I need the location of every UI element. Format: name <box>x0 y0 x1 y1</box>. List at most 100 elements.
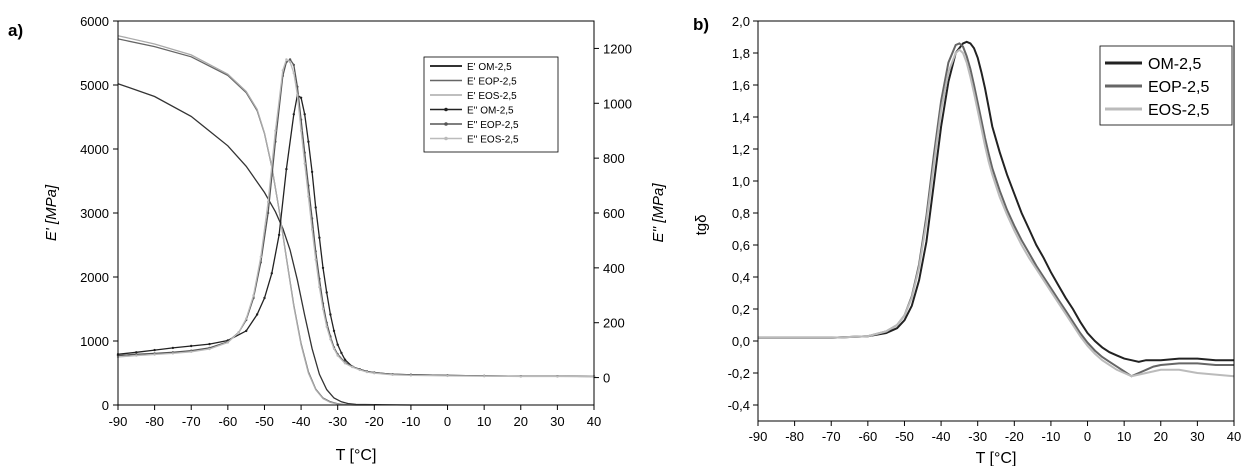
panel-a-series-3-point <box>285 167 288 171</box>
panel-a-series-5-point <box>274 129 277 132</box>
panel-b-ytick-label: 2,0 <box>732 14 750 29</box>
panel-a-series-3-point <box>336 343 339 346</box>
panel-a-series-3-point <box>135 351 138 354</box>
panel-a-legend-marker <box>444 136 448 141</box>
panel-b-legend: OM-2,5 EOP-2,5 EOS-2,5 <box>1099 45 1233 126</box>
panel-a-xtick-label: -80 <box>145 414 164 429</box>
panel-a-series-3-point <box>255 313 259 316</box>
panel-a-legend-label: E' EOP-2,5 <box>467 77 517 88</box>
panel-a-ytick-left-label: 1000 <box>80 334 109 349</box>
panel-b-ytick-label: 0,0 <box>732 334 750 349</box>
panel-b-series-2 <box>758 48 1235 378</box>
panel-a-series-3-point <box>277 233 281 237</box>
panel-a-series-5-point <box>519 375 522 378</box>
panel-b-xtick-label: -50 <box>895 429 914 444</box>
panel-b-xtick-label: 10 <box>1117 429 1131 444</box>
panel-a-xlabel: T [°C] <box>336 447 377 464</box>
panel-a-series-5-point <box>336 354 339 357</box>
panel-a-ytick-right-label: 1200 <box>603 41 632 56</box>
panel-a-ytick-left-label: 5000 <box>80 78 109 93</box>
panel-a-series-5-point <box>321 307 325 311</box>
panel-a-xtick-label: -50 <box>255 414 274 429</box>
panel-a-xtick-label: -40 <box>292 414 311 429</box>
panel-a-series-3-point <box>303 113 306 116</box>
panel-a-legend-label: E'' OM-2,5 <box>467 106 514 117</box>
panel-b-ytick-label: 1,2 <box>732 142 750 157</box>
panel-a-series-3-point <box>332 329 336 333</box>
panel-a-series-3-point <box>171 346 175 350</box>
panel-a-series-5-point <box>365 370 369 374</box>
panel-a-legend-label: E' OM-2,5 <box>467 62 512 73</box>
panel-a-legend-label: E' EOS-2,5 <box>467 91 517 102</box>
panel-a-series-5-point <box>252 294 255 297</box>
panel-b-legend-label: OM-2,5 <box>1148 56 1201 73</box>
panel-b-xtick-label: -30 <box>968 429 987 444</box>
panel-b-xtick-label: -20 <box>1005 429 1024 444</box>
panel-b-xlabel: T [°C] <box>976 450 1017 466</box>
panel-a-xtick-label: 40 <box>587 414 601 429</box>
panel-a-series-5-point <box>208 347 211 351</box>
panel-a-xtick-label: -20 <box>365 414 384 429</box>
panel-a-ytick-right-label: 600 <box>603 206 625 221</box>
panel-a-series-5-point <box>446 374 449 378</box>
panel-a-series-5-point <box>226 341 229 344</box>
panel-b-xtick-label: -70 <box>822 429 841 444</box>
panel-a-series-3-point <box>325 291 328 294</box>
panel-a-ytick-right-label: 400 <box>603 261 625 276</box>
panel-a-legend-label: E'' EOS-2,5 <box>467 135 519 146</box>
panel-a-series-5-point <box>266 200 270 204</box>
panel-a-xtick-label: -60 <box>218 414 237 429</box>
panel-a-ytick-right-label: 800 <box>603 151 625 166</box>
panel-a-xtick-label: 20 <box>514 414 528 429</box>
panel-a-legend: E' OM-2,5 E' EOP-2,5 E' EOS-2,5 E'' OM-2,5 E… <box>423 56 559 153</box>
panel-b-ytick-label: -0,4 <box>728 398 750 413</box>
panel-a-series-5-point <box>153 353 156 356</box>
panel-a-series-5-point <box>373 372 376 375</box>
panel-a-series-5-point <box>325 325 328 328</box>
panel-b-xtick-label: 40 <box>1227 429 1241 444</box>
panel-a-series-3-point <box>292 113 295 116</box>
panel-b-xtick-label: 20 <box>1154 429 1168 444</box>
panel-a-series-5-point <box>483 375 486 378</box>
panel-a-legend-marker <box>444 107 448 112</box>
panel-a-series-3-point <box>245 329 248 333</box>
panel-b-ylabel: tgδ <box>693 215 710 236</box>
panel-b-xtick-label: -60 <box>858 429 877 444</box>
panel-a-series-5-point <box>237 331 240 334</box>
panel-a-legend-box <box>423 56 559 153</box>
panel-a-series-3-point <box>307 140 310 143</box>
panel-b-xtick-label: -90 <box>749 429 768 444</box>
panel-a-label: a) <box>8 21 23 40</box>
panel-b-ytick-label: 0,2 <box>732 302 750 317</box>
panel-a-series-3-point <box>321 266 325 270</box>
panel-a-ytick-right-label: 1000 <box>603 96 632 111</box>
panel-b-ytick-label: 0,6 <box>732 238 750 253</box>
panel-b-xtick-label: 30 <box>1190 429 1204 444</box>
panel-a-xtick-label: 10 <box>477 414 491 429</box>
panel-a-series-5-point <box>332 347 336 350</box>
panel-a-xtick-label: -10 <box>402 414 421 429</box>
panel-a-series-5-point <box>358 368 361 372</box>
panel-a-series-5-point <box>299 129 303 132</box>
panel-b-frame <box>757 20 1235 422</box>
panel-a-series-5-point <box>329 338 332 341</box>
panel-a-ytick-left-label: 0 <box>102 398 109 413</box>
panel-a-legend-marker <box>444 122 448 126</box>
panel-b-chart: b) -90 -80 -70 -60 -50 -40 -30 -20 -10 0 10 20 30 40 -… <box>693 14 1241 466</box>
panel-a-series-5-point <box>296 93 299 97</box>
panel-b-xtick-label: 0 <box>1084 429 1091 444</box>
panel-b-legend-label: EOP-2,5 <box>1148 79 1209 96</box>
panel-a-series-3-point <box>310 170 314 174</box>
panel-a-series-3-point <box>299 96 303 100</box>
panel-a-series-5-point <box>135 354 138 357</box>
panel-a-series-5-point <box>310 228 314 231</box>
panel-a-series-0 <box>117 83 448 406</box>
panel-a-series-5-point <box>245 317 248 320</box>
panel-a-series-5-point <box>292 71 295 75</box>
panel-a-series-5-point <box>190 350 193 353</box>
panel-b-ytick-label: -0,2 <box>728 366 750 381</box>
panel-a-series-5-point <box>351 365 354 369</box>
panel-b-ytick-label: 1,8 <box>732 46 750 61</box>
panel-a-xtick-label: -70 <box>182 414 201 429</box>
